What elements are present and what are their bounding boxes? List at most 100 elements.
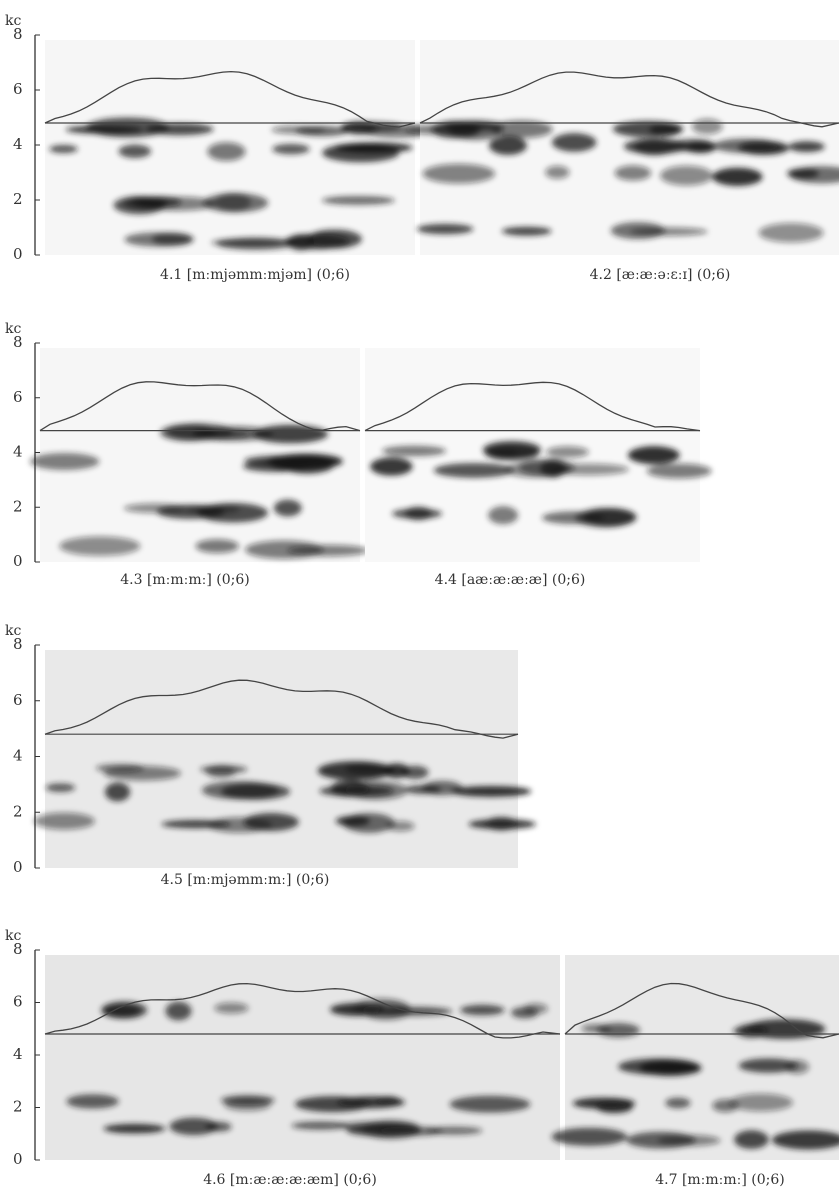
formant-blob xyxy=(426,1126,483,1135)
panel-caption: 4.3 [mːmːmː] (0;6) xyxy=(120,572,250,588)
formant-blob xyxy=(551,1127,628,1146)
formant-blob xyxy=(685,141,717,154)
axis-tick-label: 6 xyxy=(13,993,23,1011)
formant-blob xyxy=(540,459,566,478)
formant-blob xyxy=(165,1001,192,1021)
formant-blob xyxy=(291,1121,350,1130)
panel-caption: 4.2 [æːæːəːɛːɪ] (0;6) xyxy=(590,267,731,283)
formant-blob xyxy=(728,1093,793,1112)
formant-blob xyxy=(618,1058,699,1075)
intensity-contour xyxy=(44,982,561,1039)
intensity-contour xyxy=(564,982,839,1039)
formant-bands xyxy=(551,1019,839,1150)
formant-blob xyxy=(712,138,780,154)
formant-blob xyxy=(660,165,713,186)
axis-tick-label: 6 xyxy=(13,80,23,98)
axis-tick-label: 0 xyxy=(13,552,23,570)
formant-blob xyxy=(627,446,680,465)
formant-blob xyxy=(646,463,712,479)
formant-blob xyxy=(104,782,131,802)
formant-blob xyxy=(629,227,708,236)
formant-blob xyxy=(345,763,396,775)
formant-blob xyxy=(207,817,272,833)
formant-blob xyxy=(344,780,408,800)
formant-blob xyxy=(295,126,349,137)
formant-blob xyxy=(211,238,288,247)
formant-blob xyxy=(511,1007,539,1019)
formant-bands xyxy=(66,998,548,1140)
formant-blob xyxy=(614,165,652,181)
spectrogram xyxy=(44,955,561,1160)
panel-caption: 4.4 [aæːæːæːæ] (0;6) xyxy=(435,572,586,588)
axis-tick-label: 8 xyxy=(13,635,23,653)
formant-blob xyxy=(451,785,532,797)
formant-blob xyxy=(273,499,302,517)
spectrogram xyxy=(33,650,536,868)
formant-blob xyxy=(45,783,76,793)
panel-caption: 4.1 [mːmjəmmːmjəm] (0;6) xyxy=(160,267,350,283)
panel-caption: 4.7 [mːmːmː] (0;6) xyxy=(655,1172,785,1188)
axis-tick-label: 4 xyxy=(13,747,23,765)
axis-tick-label: 4 xyxy=(13,135,23,153)
formant-bands xyxy=(404,118,839,243)
formant-blob xyxy=(501,226,552,236)
intensity-contour xyxy=(419,71,839,128)
spectrogram xyxy=(404,40,839,255)
formant-blob xyxy=(422,163,496,184)
formant-blob xyxy=(192,429,251,440)
formant-blob xyxy=(66,1094,119,1109)
axis-tick-label: 0 xyxy=(13,858,23,876)
formant-blob xyxy=(321,195,395,205)
formant-blob xyxy=(448,122,503,140)
formant-blob xyxy=(391,508,443,519)
formant-blob xyxy=(103,1123,166,1134)
formant-blob xyxy=(370,457,413,476)
formant-blob xyxy=(252,424,329,444)
formant-blob xyxy=(272,143,310,155)
formant-blob xyxy=(307,229,362,249)
formant-blob xyxy=(489,447,517,459)
formant-blob xyxy=(789,166,839,184)
formant-blob xyxy=(207,142,246,161)
formant-blob xyxy=(59,536,141,556)
axis-unit: kc xyxy=(5,321,21,337)
formant-blob xyxy=(200,765,248,774)
formant-blob xyxy=(433,462,515,478)
spectrogram xyxy=(29,348,369,562)
axis-tick-label: 0 xyxy=(13,1150,23,1168)
formant-blob xyxy=(634,139,675,156)
formant-blob xyxy=(29,452,100,471)
formant-blob xyxy=(340,121,404,132)
axis-unit: kc xyxy=(5,928,21,944)
formant-blob xyxy=(712,1099,739,1113)
formant-blob xyxy=(460,1004,505,1016)
axis-tick-label: 2 xyxy=(13,190,23,208)
formant-blob xyxy=(330,1002,386,1016)
formant-blob xyxy=(221,783,291,800)
formant-blob xyxy=(337,1096,405,1109)
axis-unit: kc xyxy=(5,623,21,639)
formant-blob xyxy=(49,144,78,153)
panel-caption: 4.6 [mːæːæːæːæm] (0;6) xyxy=(203,1172,377,1188)
formant-blob xyxy=(551,133,597,152)
axis-tick-label: 2 xyxy=(13,1098,23,1116)
formant-blob xyxy=(581,1024,612,1033)
formant-blob xyxy=(272,460,300,471)
formant-blob xyxy=(214,1002,249,1014)
formant-blob xyxy=(169,1117,218,1136)
spectrogram xyxy=(44,40,433,255)
formant-blob xyxy=(346,1123,421,1137)
formant-blob xyxy=(665,1097,691,1109)
axis-unit: kc xyxy=(5,13,21,29)
axis-tick-label: 2 xyxy=(13,497,23,515)
formant-blob xyxy=(118,144,152,159)
formant-blob xyxy=(224,1098,271,1111)
formant-blob xyxy=(626,1131,696,1149)
formant-blob xyxy=(547,463,629,476)
spectrogram xyxy=(364,348,712,562)
axis-tick-label: 4 xyxy=(13,1045,23,1063)
formant-blob xyxy=(202,193,269,213)
formant-blob xyxy=(485,816,518,831)
axis-tick-label: 8 xyxy=(13,940,23,958)
